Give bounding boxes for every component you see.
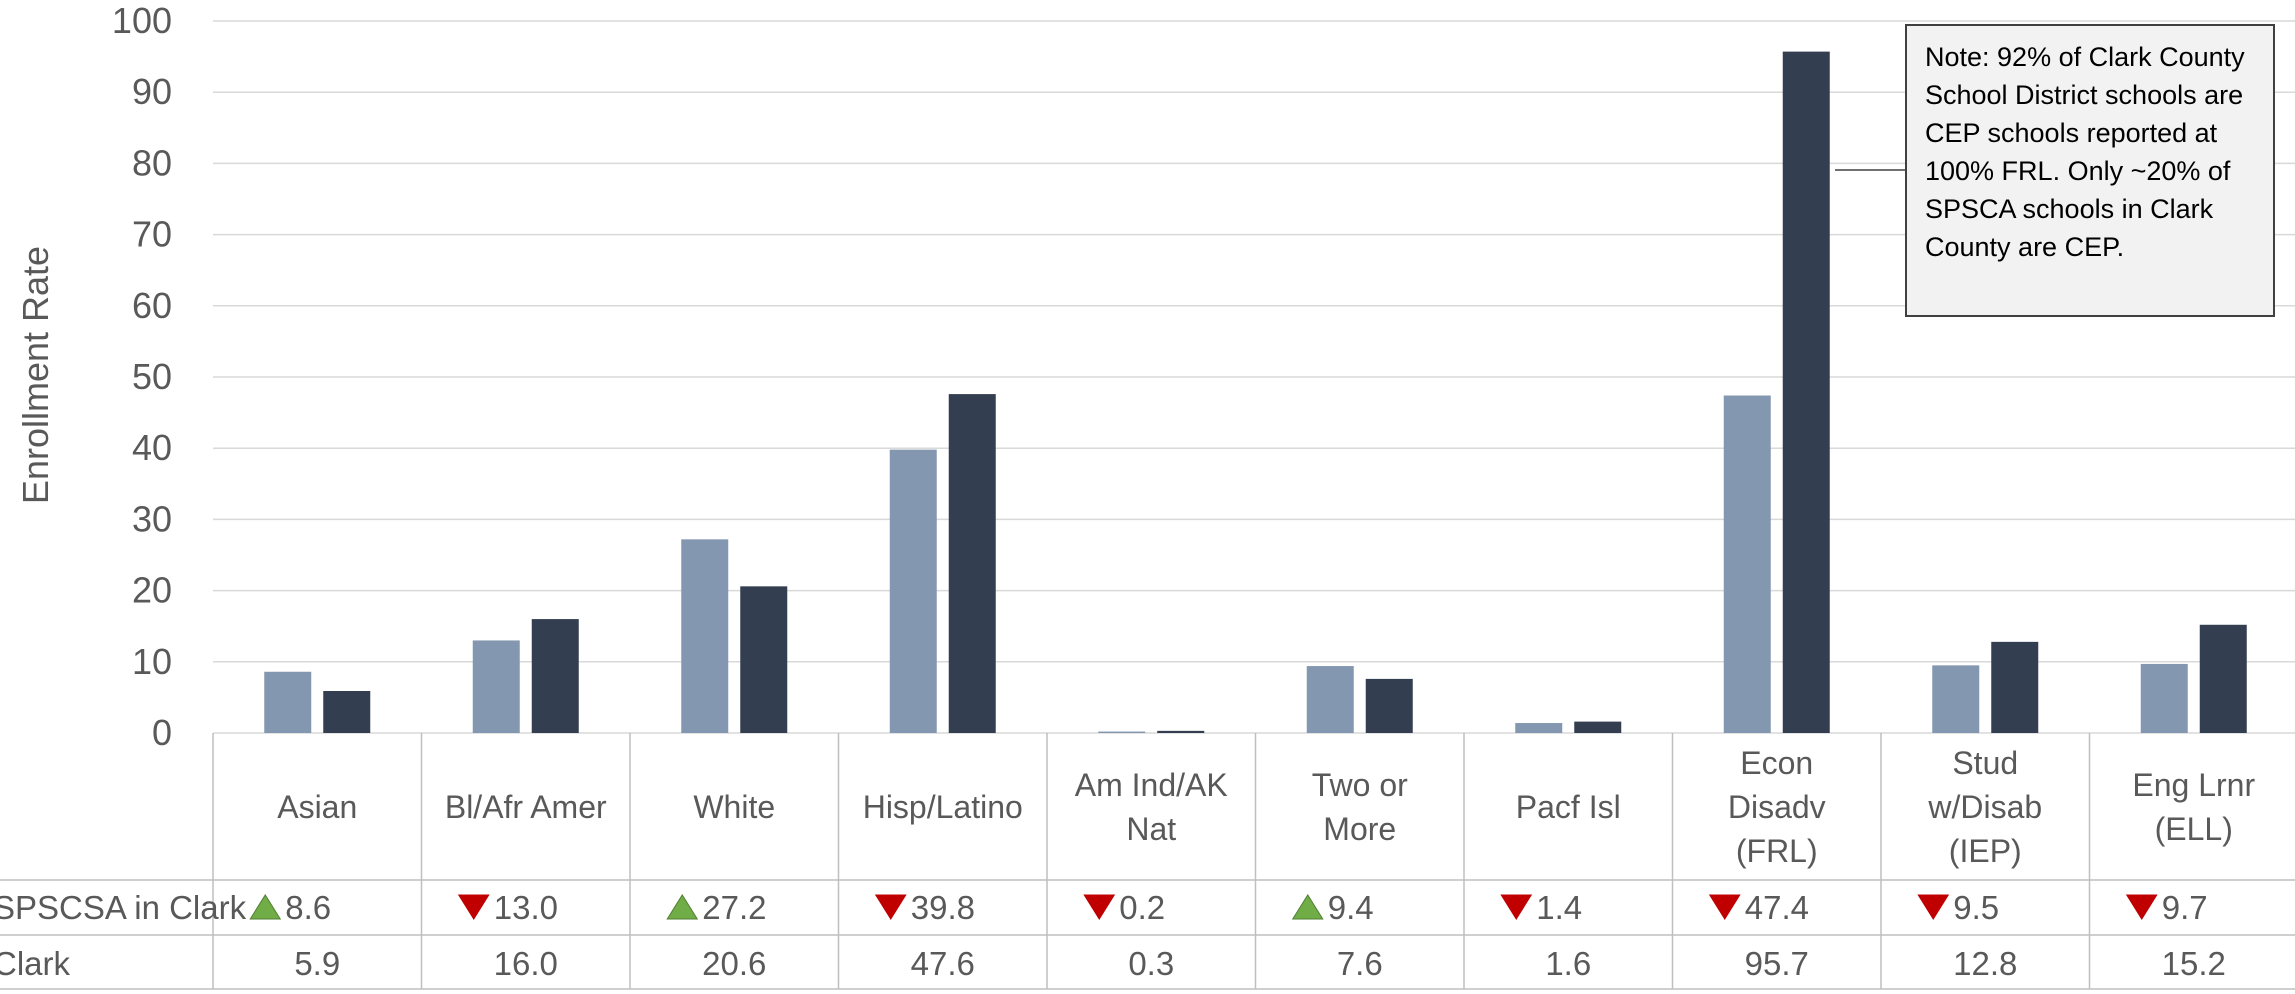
triangle-down-icon (1708, 894, 1741, 920)
cell-value: 20.6 (702, 945, 766, 982)
triangle-up-icon (666, 894, 699, 920)
bar-clark (948, 394, 996, 733)
y-tick-label: 80 (132, 142, 172, 183)
cell-value: 27.2 (702, 889, 766, 926)
bar-clark (323, 690, 371, 733)
bar-spscsa (681, 539, 729, 733)
bar-spscsa (1306, 666, 1354, 733)
cell-value: 12.8 (1953, 945, 2017, 982)
triangle-down-icon (2125, 894, 2158, 920)
y-axis-ticks: 0 10 20 30 40 50 60 70 80 90 100 (112, 0, 172, 753)
y-tick-label: 90 (132, 71, 172, 112)
y-tick-label: 30 (132, 498, 172, 539)
y-axis-title: Enrollment Rate (15, 246, 56, 504)
category-label: Pacf Isl (1516, 789, 1621, 825)
triangle-down-icon (457, 894, 490, 920)
cell-value: 8.6 (285, 889, 331, 926)
triangle-down-icon (1917, 894, 1950, 920)
bar-clark (1574, 721, 1622, 733)
cell-value: 1.4 (1536, 889, 1582, 926)
cell-value: 47.4 (1745, 889, 1809, 926)
annotation-note: Note: 92% of Clark County School Distric… (1905, 24, 2275, 317)
cell-value: 15.2 (2162, 945, 2226, 982)
bar-clark (531, 619, 579, 733)
bar-spscsa (264, 671, 312, 733)
cell-value: 9.7 (2162, 889, 2208, 926)
bar-spscsa (1098, 731, 1146, 733)
bar-spscsa (472, 640, 520, 733)
bar-clark (1157, 730, 1205, 733)
bar-spscsa (1515, 723, 1563, 733)
triangle-down-icon (1500, 894, 1533, 920)
bar-clark (2199, 624, 2247, 733)
category-label: Am Ind/AK Nat (1075, 767, 1228, 847)
row-header-spscsa: SPSCSA in Clark (0, 889, 247, 926)
bar-clark (1991, 641, 2039, 733)
cell-value: 95.7 (1745, 945, 1809, 982)
category-label: Hisp/Latino (863, 789, 1023, 825)
y-tick-label: 20 (132, 570, 172, 611)
triangle-down-icon (874, 894, 907, 920)
y-tick-label: 100 (112, 0, 172, 41)
bar-clark (1782, 51, 1830, 733)
category-label: Stud w/Disab (IEP) (1927, 745, 2042, 869)
y-tick-label: 60 (132, 285, 172, 326)
category-label: Econ Disadv (FRL) (1728, 745, 1826, 869)
triangle-up-icon (249, 894, 282, 920)
cell-value: 1.6 (1545, 945, 1591, 982)
category-label: Eng Lrnr (ELL) (2132, 767, 2255, 847)
cell-value: 0.3 (1128, 945, 1174, 982)
bar-spscsa (889, 449, 937, 733)
cell-value: 13.0 (494, 889, 558, 926)
category-label: Bl/Afr Amer (445, 789, 607, 825)
bar-spscsa (1932, 665, 1980, 733)
triangle-down-icon (1083, 894, 1116, 920)
bar-clark (1365, 678, 1413, 733)
y-tick-label: 10 (132, 641, 172, 682)
cell-value: 7.6 (1337, 945, 1383, 982)
bar-clark (740, 586, 788, 733)
bar-spscsa (2140, 663, 2188, 733)
cell-value: 0.2 (1119, 889, 1165, 926)
cell-value: 9.5 (1953, 889, 1999, 926)
cell-value: 16.0 (494, 945, 558, 982)
cell-value: 5.9 (294, 945, 340, 982)
row-header-clark: Clark (0, 945, 71, 982)
y-tick-label: 0 (152, 712, 172, 753)
category-label: Asian (277, 789, 357, 825)
category-label: Two or More (1312, 767, 1408, 847)
y-tick-label: 40 (132, 427, 172, 468)
y-tick-label: 50 (132, 356, 172, 397)
data-table-grid (0, 733, 2295, 990)
category-labels: Asian Bl/Afr Amer White Hisp/Latino Am Ind/A… (277, 745, 2255, 869)
y-tick-label: 70 (132, 214, 172, 255)
category-label: White (693, 789, 775, 825)
bars (264, 51, 2247, 733)
triangle-up-icon (1291, 894, 1324, 920)
cell-value: 9.4 (1328, 889, 1374, 926)
bar-spscsa (1723, 395, 1771, 733)
data-table-rows: SPSCSA in Clark 8.6 13.0 27.2 39.8 0.2 9.4 1.4 4… (0, 889, 2226, 982)
cell-value: 39.8 (911, 889, 975, 926)
cell-value: 47.6 (911, 945, 975, 982)
